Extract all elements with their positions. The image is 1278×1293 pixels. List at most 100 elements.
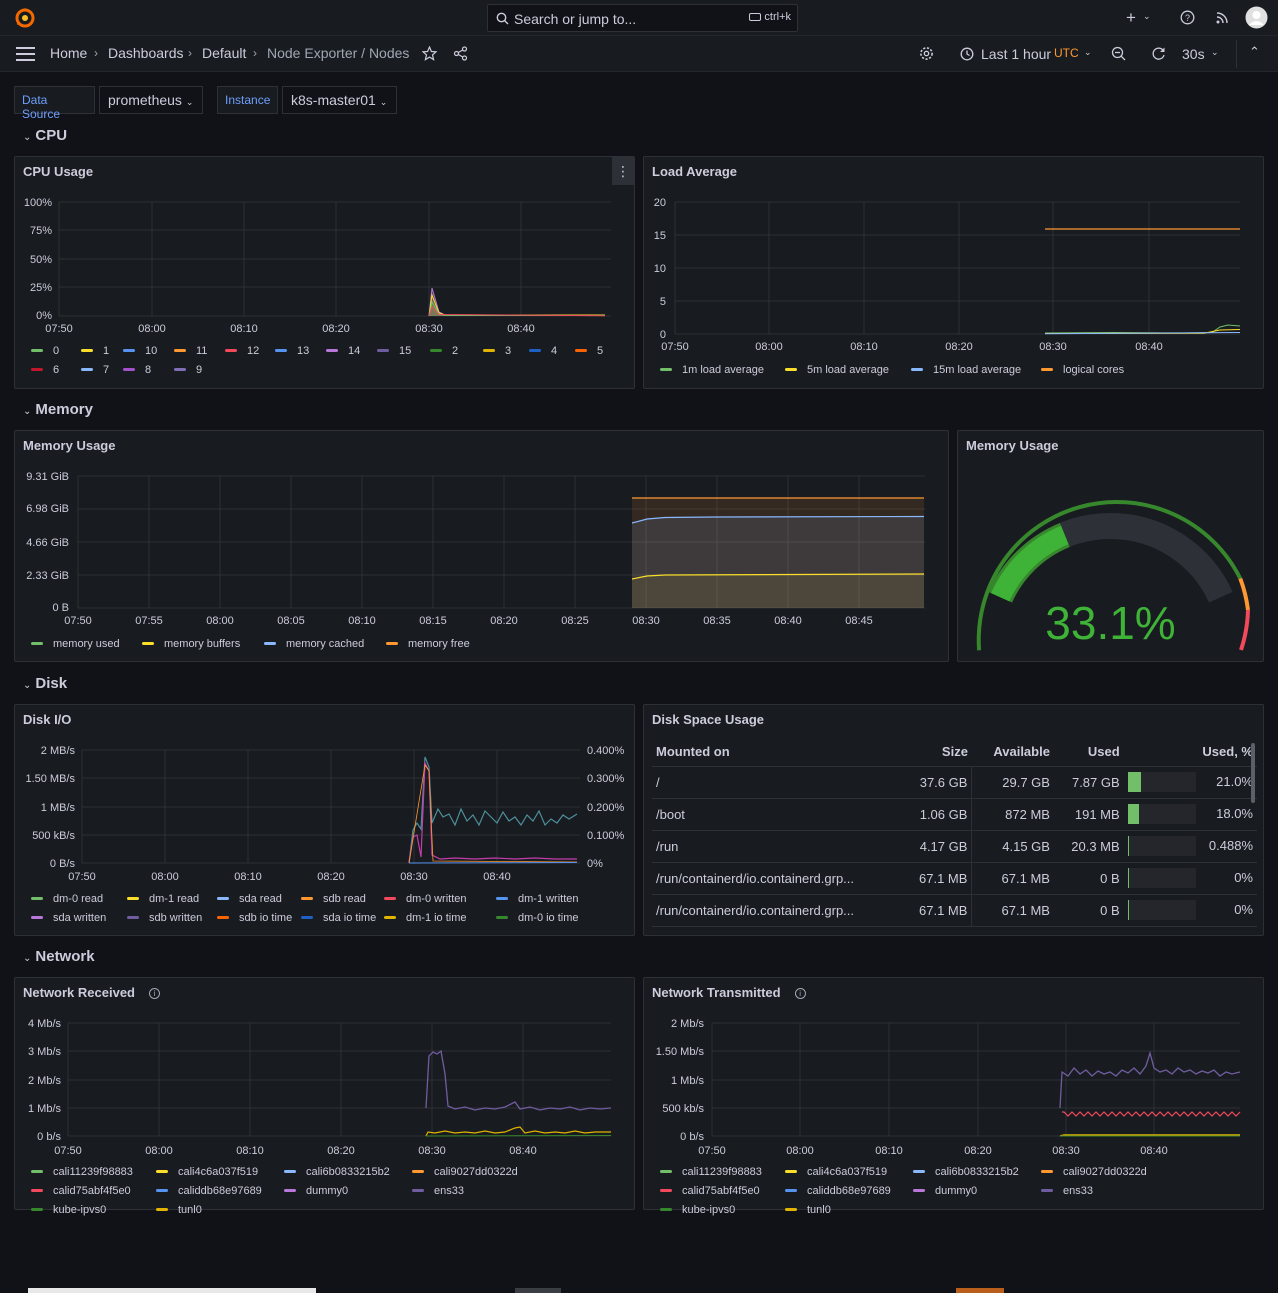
legend-item[interactable]: caliddb68e97689 xyxy=(156,1185,262,1197)
legend-item[interactable]: kube-ipvs0 xyxy=(660,1204,735,1216)
grafana-logo-icon[interactable] xyxy=(14,7,36,29)
memory-gauge-panel[interactable]: Memory Usage 33.1% xyxy=(957,430,1264,662)
help-icon[interactable]: ? xyxy=(1180,10,1195,25)
legend-item[interactable]: sda io time xyxy=(301,912,376,924)
row-memory[interactable]: ⌄ Memory xyxy=(23,401,93,418)
time-range-picker[interactable]: Last 1 hour UTC ⌄ xyxy=(952,40,1100,68)
legend-item[interactable]: 13 xyxy=(275,345,309,357)
menu-hamburger-icon[interactable] xyxy=(16,47,35,61)
star-icon[interactable] xyxy=(422,46,437,61)
legend-item[interactable]: dm-0 io time xyxy=(496,912,579,924)
legend-item[interactable]: 3 xyxy=(483,345,511,357)
column-available[interactable]: Available xyxy=(971,738,1054,767)
info-icon[interactable]: i xyxy=(794,988,806,1000)
legend-item[interactable]: 15m load average xyxy=(911,364,1021,376)
legend-item[interactable]: dm-0 read xyxy=(31,893,103,905)
settings-gear-icon[interactable] xyxy=(919,46,934,61)
legend-item[interactable]: 8 xyxy=(123,364,151,376)
table-scrollbar[interactable] xyxy=(1251,743,1255,803)
legend-item[interactable]: logical cores xyxy=(1041,364,1124,376)
legend-item[interactable]: 5 xyxy=(575,345,603,357)
legend-item[interactable]: memory free xyxy=(386,638,470,650)
user-avatar[interactable] xyxy=(1245,6,1268,29)
legend-item[interactable]: 7 xyxy=(81,364,109,376)
collapse-chevron-up-icon[interactable]: ⌃ xyxy=(1249,44,1260,59)
column-used-pct[interactable]: Used, % xyxy=(1123,738,1257,767)
legend-item[interactable]: cali4c6a037f519 xyxy=(785,1166,887,1178)
legend-item[interactable]: dummy0 xyxy=(284,1185,348,1197)
memory-usage-panel[interactable]: Memory Usage 9.31 GiB 6.98 GiB 4.66 GiB … xyxy=(14,430,949,662)
legend-item[interactable]: 5m load average xyxy=(785,364,889,376)
legend-item[interactable]: 12 xyxy=(225,345,259,357)
search-input[interactable]: Search or jump to... ctrl+k xyxy=(487,4,798,32)
legend-item[interactable]: 1 xyxy=(81,345,109,357)
disk-space-panel[interactable]: Disk Space Usage Mounted on Size Availab… xyxy=(643,704,1264,936)
row-network[interactable]: ⌄ Network xyxy=(23,948,95,965)
disk-io-panel[interactable]: Disk I/O 2 MB/s 1.50 MB/s 1 MB/s 500 kB/… xyxy=(14,704,635,936)
legend-item[interactable]: memory buffers xyxy=(142,638,240,650)
datasource-select[interactable]: prometheus ⌄ xyxy=(99,86,203,114)
legend-item[interactable]: cali4c6a037f519 xyxy=(156,1166,258,1178)
legend-item[interactable]: tunl0 xyxy=(156,1204,202,1216)
legend-item[interactable]: cali9027dd0322d xyxy=(1041,1166,1147,1178)
horizontal-scrollbar[interactable] xyxy=(28,1288,316,1293)
instance-select[interactable]: k8s-master01 ⌄ xyxy=(282,86,397,114)
legend-item[interactable]: 14 xyxy=(326,345,360,357)
legend-item[interactable]: ens33 xyxy=(1041,1185,1093,1197)
legend-item[interactable]: kube-ipvs0 xyxy=(31,1204,106,1216)
column-used[interactable]: Used xyxy=(1053,738,1124,767)
share-icon[interactable] xyxy=(453,46,468,61)
legend-item[interactable]: tunl0 xyxy=(785,1204,831,1216)
panel-menu-dots-icon[interactable]: ⋮ xyxy=(612,157,634,185)
legend-item[interactable]: sdb written xyxy=(127,912,202,924)
legend-item[interactable]: calid75abf4f5e0 xyxy=(660,1185,760,1197)
legend-item[interactable]: cali6b0833215b2 xyxy=(284,1166,390,1178)
breadcrumb-folder[interactable]: Default xyxy=(202,45,247,61)
legend-item[interactable]: dm-1 io time xyxy=(384,912,467,924)
legend-item[interactable]: memory cached xyxy=(264,638,364,650)
legend-item[interactable]: ens33 xyxy=(412,1185,464,1197)
legend-item[interactable]: calid75abf4f5e0 xyxy=(31,1185,131,1197)
legend-item[interactable]: cali11239f98883 xyxy=(660,1166,762,1178)
cpu-usage-panel[interactable]: CPU Usage ⋮ 100% 75% 50% 25% 0% 07:50 08… xyxy=(14,156,635,389)
legend-item[interactable]: dummy0 xyxy=(913,1185,977,1197)
legend-item[interactable]: memory used xyxy=(31,638,120,650)
legend-item[interactable]: 0 xyxy=(31,345,59,357)
row-disk[interactable]: ⌄ Disk xyxy=(23,675,67,692)
legend-item[interactable]: cali6b0833215b2 xyxy=(913,1166,1019,1178)
legend-item[interactable]: 4 xyxy=(529,345,557,357)
legend-item[interactable]: sda written xyxy=(31,912,106,924)
legend-item[interactable]: 9 xyxy=(174,364,202,376)
usage-bar xyxy=(1127,868,1196,888)
legend-item[interactable]: caliddb68e97689 xyxy=(785,1185,891,1197)
legend-item[interactable]: 11 xyxy=(174,345,207,357)
legend-item[interactable]: sdb read xyxy=(301,893,366,905)
legend-item[interactable]: 1m load average xyxy=(660,364,764,376)
news-rss-icon[interactable] xyxy=(1215,10,1230,25)
legend-item[interactable]: sda read xyxy=(217,893,282,905)
legend-item[interactable]: cali11239f98883 xyxy=(31,1166,133,1178)
zoom-out-icon[interactable] xyxy=(1111,46,1126,61)
legend-item[interactable]: dm-1 written xyxy=(496,893,579,905)
row-cpu[interactable]: ⌄ CPU xyxy=(23,127,67,144)
legend-item[interactable]: dm-1 read xyxy=(127,893,199,905)
breadcrumb-dashboards[interactable]: Dashboards xyxy=(108,45,184,61)
legend-item[interactable]: 10 xyxy=(123,345,157,357)
legend-item[interactable]: cali9027dd0322d xyxy=(412,1166,518,1178)
legend-item[interactable]: 15 xyxy=(377,345,411,357)
network-transmitted-panel[interactable]: Network Transmitted i 2 Mb/s 1.50 Mb/s 1 … xyxy=(643,977,1264,1216)
refresh-interval-picker[interactable]: 30s ⌄ xyxy=(1176,40,1226,68)
new-chevron-down-icon[interactable]: ⌄ xyxy=(1143,11,1151,21)
legend-item[interactable]: 6 xyxy=(31,364,59,376)
legend-item[interactable]: dm-0 written xyxy=(384,893,467,905)
load-average-panel[interactable]: Load Average 20 15 10 5 0 07:50 08:00 08… xyxy=(643,156,1264,389)
legend-item[interactable]: 2 xyxy=(430,345,458,357)
info-icon[interactable]: i xyxy=(149,988,160,1000)
column-mounted-on[interactable]: Mounted on xyxy=(652,738,888,767)
column-size[interactable]: Size xyxy=(887,738,972,767)
network-received-panel[interactable]: Network Received i 4 Mb/s 3 Mb/s 2 Mb/s 1… xyxy=(14,977,635,1216)
new-plus-icon[interactable]: + xyxy=(1126,8,1136,27)
legend-item[interactable]: sdb io time xyxy=(217,912,292,924)
breadcrumb-home[interactable]: Home xyxy=(50,45,88,61)
refresh-icon[interactable] xyxy=(1151,46,1166,61)
